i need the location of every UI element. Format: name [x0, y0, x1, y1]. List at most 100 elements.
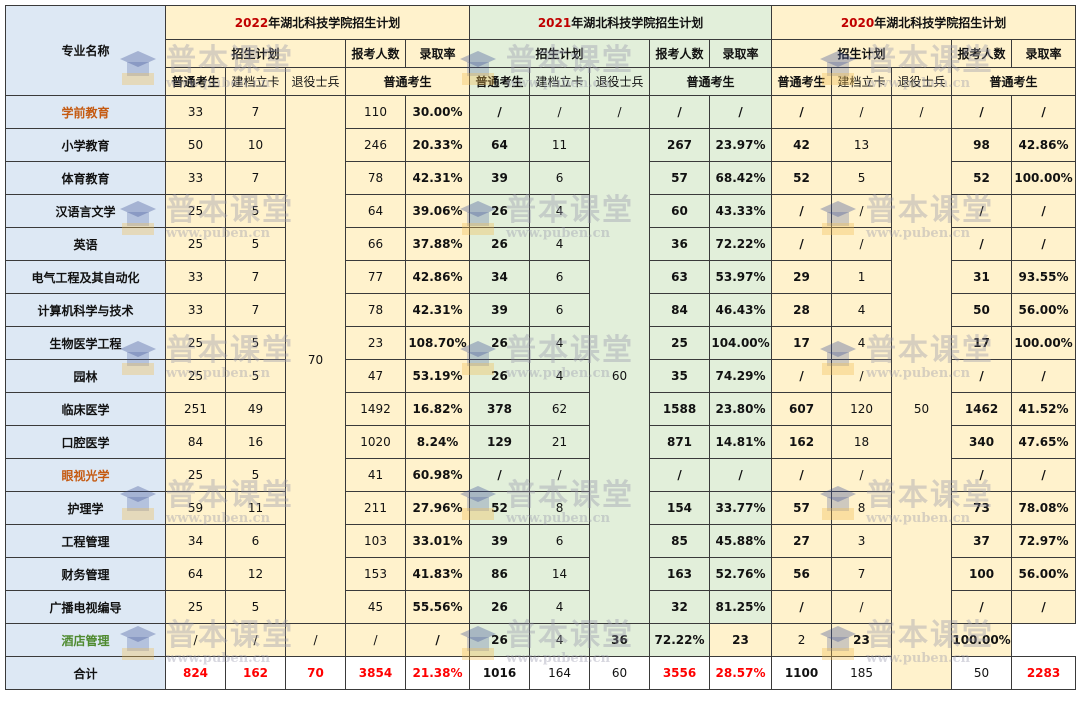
cell-2022-regular: 34: [165, 524, 226, 558]
cell-2021-applicants: 57: [649, 161, 711, 195]
total-2022-regular: 824: [165, 656, 226, 690]
cell-2022-applicants: 41: [345, 458, 406, 492]
table-row: 计算机科学与技术 33 7 78 42.31% 39 6 84 46.43% 28 4 50 56.00…: [5, 293, 1077, 327]
cell-2021-regular: 52: [469, 491, 531, 525]
cell-2020-rate: 100.00%: [1011, 161, 1077, 195]
archived-header-2022: 建档立卡: [225, 67, 286, 96]
cell-2021-applicants: 154: [649, 491, 711, 525]
regular-header-2022: 普通考生: [165, 67, 226, 96]
cell-2022-rate: 42.31%: [404, 293, 471, 327]
cell-2021-regular: 39: [469, 524, 531, 558]
cell-2021-rate: 23.97%: [709, 128, 773, 162]
cell-2021-archived: 4: [529, 227, 591, 261]
cell-2022-rate: 16.82%: [404, 392, 471, 426]
cell-2022-archived: 49: [225, 392, 286, 426]
cell-2020-regular: /: [771, 590, 833, 624]
cell-2021-applicants: 32: [649, 590, 711, 624]
archived-header-2020: 建档立卡: [831, 67, 893, 96]
cell-2020-archived: /: [831, 590, 893, 624]
cell-2020-rate: 42.86%: [1011, 128, 1077, 162]
regular-header-2020: 普通考生: [771, 67, 833, 96]
cell-2022-applicants: 77: [345, 260, 406, 294]
cell-2021-archived: 8: [529, 491, 591, 525]
cell-2021-rate: 68.42%: [709, 161, 773, 195]
cell-2021-veteran: /: [589, 95, 651, 129]
cell-2022-rate: 30.00%: [404, 95, 471, 129]
major-name: 体育教育: [5, 161, 166, 195]
cell-2022-rate: 108.70%: [404, 326, 471, 360]
cell-2020-regular: /: [771, 95, 833, 129]
table-row: 广播电视编导 25 5 45 55.56% 26 4 32 81.25% / / / /: [5, 590, 1077, 624]
cell-2022-rate: 42.86%: [404, 260, 471, 294]
cell-2021-archived: /: [529, 458, 591, 492]
cell-2021-regular: 64: [469, 128, 531, 162]
cell-2022-archived: 5: [225, 359, 286, 393]
cell-2021-regular: 39: [469, 293, 531, 327]
cell-2021-archived: 6: [529, 161, 591, 195]
cell-2020-rate: 56.00%: [1011, 293, 1077, 327]
veteran-header-2020: 退役士兵: [891, 67, 953, 96]
cell-2021-rate: 45.88%: [709, 524, 773, 558]
cell-2021-applicants: 63: [649, 260, 711, 294]
cell-2020-archived: 7: [831, 557, 893, 591]
cell-2020-archived: 1: [831, 260, 893, 294]
cell-2022-applicants: 103: [345, 524, 406, 558]
cell-2020-veteran: /: [891, 95, 953, 129]
major-name: 护理学: [5, 491, 166, 525]
table-row: 眼视光学 25 5 41 60.98% / / / / / / / /: [5, 458, 1077, 492]
plan-header-2022: 招生计划: [165, 39, 346, 68]
cell-2021-archived: 4: [529, 194, 591, 228]
cell-2020-archived: 3: [831, 524, 893, 558]
cell-2022-regular: 59: [165, 491, 226, 525]
cell-2022-archived: 11: [225, 491, 286, 525]
cell-2020-applicants: 17: [951, 326, 1013, 360]
cell-2021-applicants: 267: [649, 128, 711, 162]
cell-2021-applicants: /: [649, 95, 711, 129]
veteran-header-2022: 退役士兵: [285, 67, 346, 96]
cell-2020-applicants: 37: [951, 524, 1013, 558]
cell-2022-regular: 25: [165, 458, 226, 492]
cell-2020-rate: 41.52%: [1011, 392, 1077, 426]
cell-2021-regular: 34: [469, 260, 531, 294]
cell-2022-applicants: /: [345, 623, 406, 657]
cell-2021-regular: 86: [469, 557, 531, 591]
cell-2022-regular: 25: [165, 227, 226, 261]
veteran-2022: 70: [285, 95, 346, 624]
title-2022: 2022年湖北科技学院招生计划: [164, 5, 471, 40]
cell-2021-applicants: 85: [649, 524, 711, 558]
table-row: 护理学 59 11 211 27.96% 52 8 154 33.77% 57 8 73 78.08%: [5, 491, 1077, 525]
regular-sub-header-2021: 普通考生: [649, 67, 773, 96]
cell-2020-regular: /: [771, 359, 833, 393]
cell-2020-rate: /: [1011, 359, 1077, 393]
cell-2021-rate: 23.80%: [709, 392, 773, 426]
major-name: 园林: [5, 359, 166, 393]
cell-2022-regular: 251: [165, 392, 226, 426]
cell-2021-applicants: 36: [649, 227, 711, 261]
total-2021-regular: 1016: [469, 656, 531, 690]
cell-2021-rate: 72.22%: [709, 227, 773, 261]
cell-2021-archived: 21: [529, 425, 591, 459]
cell-2022-archived: 10: [225, 128, 286, 162]
cell-2022-archived: /: [225, 623, 286, 657]
plan-header-2021: 招生计划: [469, 39, 651, 68]
cell-2020-regular: 162: [771, 425, 833, 459]
cell-2021-regular: 129: [469, 425, 531, 459]
cell-2021-regular: 26: [469, 194, 531, 228]
cell-2021-archived: 4: [529, 590, 591, 624]
cell-2020-regular: 57: [771, 491, 833, 525]
cell-2020-regular: 52: [771, 161, 833, 195]
cell-2020-rate: /: [1011, 194, 1077, 228]
major-name: 工程管理: [5, 524, 166, 558]
cell-2022-rate: 42.31%: [404, 161, 471, 195]
cell-2020-regular: 28: [771, 293, 833, 327]
cell-2022-archived: 5: [225, 326, 286, 360]
table-row: 财务管理 64 12 153 41.83% 86 14 163 52.76% 56 7 100 56.0…: [5, 557, 1077, 591]
table-row: 临床医学 251 49 1492 16.82% 378 62 1588 23.80% 607 120…: [5, 392, 1077, 426]
applicants-header-2020: 报考人数: [951, 39, 1013, 68]
cell-2022-rate: 27.96%: [404, 491, 471, 525]
total-2022-veteran: 70: [285, 656, 346, 690]
cell-2020-rate: 72.97%: [1011, 524, 1077, 558]
cell-2021-archived: 6: [529, 524, 591, 558]
cell-2022-applicants: 246: [345, 128, 406, 162]
veteran-2021: 60: [589, 128, 651, 624]
